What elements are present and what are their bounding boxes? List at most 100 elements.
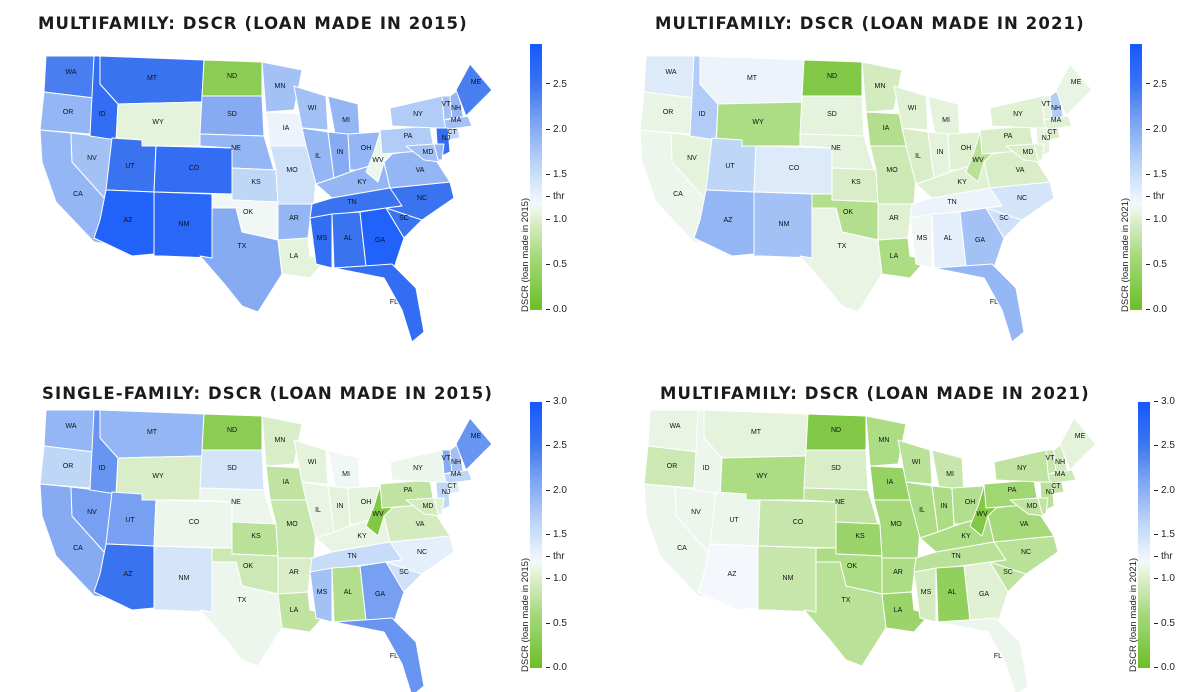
map-panel-2: MULTIFAMILY: DSCR (LOAN MADE IN 2021) WA…	[600, 0, 1200, 346]
state-label-pa: PA	[1004, 133, 1013, 140]
states-layer: WA OR CA NV ID MT WY UT CO AZ NM ND SD NE KS OK TX MN IA MO…	[643, 409, 1097, 692]
state-label-tx: TX	[238, 243, 247, 250]
state-label-ok: OK	[847, 563, 857, 570]
state-label-sc: SC	[999, 215, 1009, 222]
colorbar-tick: 1.5	[1146, 169, 1167, 180]
state-de	[1033, 143, 1045, 161]
colorbar-tick: 0.5	[1146, 259, 1167, 270]
map-panel-3: SINGLE-FAMILY: DSCR (LOAN MADE IN 2015) …	[0, 346, 600, 692]
state-label-al: AL	[344, 235, 353, 242]
state-label-ks: KS	[855, 533, 865, 540]
colorbar-tick: 1.5	[546, 169, 567, 180]
state-label-ar: AR	[889, 215, 899, 222]
state-label-ny: NY	[1013, 111, 1023, 118]
state-label-nd: ND	[831, 427, 841, 434]
state-tx	[799, 207, 883, 313]
state-label-id: ID	[99, 465, 106, 472]
state-label-nd: ND	[227, 73, 237, 80]
state-label-ks: KS	[251, 533, 261, 540]
state-label-ut: UT	[729, 517, 739, 524]
colorbar	[530, 44, 542, 310]
state-wi	[293, 85, 329, 131]
states-layer: WA OR CA NV ID MT WY UT CO AZ NM ND SD NE KS OK TX MN IA MO…	[639, 55, 1093, 343]
state-label-ca: CA	[73, 545, 83, 552]
state-wa	[43, 409, 95, 453]
colorbar-tick: thr	[1154, 551, 1173, 562]
state-label-az: AZ	[728, 571, 738, 578]
state-label-az: AZ	[124, 217, 134, 224]
colorbar-tick: 0.0	[546, 304, 567, 315]
state-label-al: AL	[344, 589, 353, 596]
state-label-ms: MS	[317, 589, 328, 596]
colorbar-tick: 1.0	[546, 573, 567, 584]
state-label-ok: OK	[243, 563, 253, 570]
state-label-co: CO	[189, 519, 200, 526]
state-nm	[757, 545, 817, 613]
state-label-in: IN	[937, 149, 944, 156]
state-label-ky: KY	[957, 179, 967, 186]
state-label-ga: GA	[979, 591, 989, 598]
colorbar-tick: 1.0	[1146, 214, 1167, 225]
state-label-pa: PA	[1008, 487, 1017, 494]
colorbar-tick: 0.0	[1154, 662, 1175, 673]
state-label-fl: FL	[990, 299, 998, 306]
state-label-or: OR	[63, 463, 74, 470]
state-de	[1037, 497, 1049, 515]
colorbar-tick: 0.5	[1154, 618, 1175, 629]
state-label-la: LA	[894, 607, 903, 614]
state-label-mt: MT	[147, 429, 158, 436]
state-label-la: LA	[890, 253, 899, 260]
state-label-wv: WV	[372, 157, 384, 164]
state-label-ms: MS	[921, 589, 932, 596]
state-nm	[153, 545, 213, 613]
colorbar-tick: 1.0	[1154, 573, 1175, 584]
state-label-al: AL	[944, 235, 953, 242]
state-label-nv: NV	[691, 509, 701, 516]
colorbar-tick: thr	[546, 191, 565, 202]
colorbar-tick: 2.5	[1154, 440, 1175, 451]
state-label-nv: NV	[87, 155, 97, 162]
state-ma	[1047, 469, 1077, 485]
state-label-ky: KY	[357, 179, 367, 186]
state-label-ar: AR	[289, 215, 299, 222]
state-label-al: AL	[948, 589, 957, 596]
state-label-id: ID	[699, 111, 706, 118]
state-label-ar: AR	[893, 569, 903, 576]
state-mn	[261, 415, 303, 467]
state-label-ia: IA	[883, 125, 890, 132]
state-label-ky: KY	[357, 533, 367, 540]
state-ga	[963, 561, 1009, 623]
state-label-sd: SD	[827, 111, 837, 118]
state-label-il: IL	[915, 153, 921, 160]
state-label-az: AZ	[724, 217, 734, 224]
state-label-ne: NE	[231, 145, 241, 152]
state-wa	[43, 55, 95, 99]
state-label-nj: NJ	[1042, 135, 1051, 142]
state-label-ma: MA	[1055, 471, 1066, 478]
state-label-ma: MA	[1051, 117, 1062, 124]
state-label-ct: CT	[1047, 129, 1057, 136]
state-label-wi: WI	[912, 459, 921, 466]
state-label-ne: NE	[835, 499, 845, 506]
state-label-mn: MN	[875, 83, 886, 90]
state-label-ca: CA	[73, 191, 83, 198]
state-label-ut: UT	[725, 163, 735, 170]
state-ar	[277, 557, 313, 595]
state-md	[1005, 143, 1041, 163]
state-me	[455, 63, 493, 117]
colorbar	[1138, 402, 1150, 668]
state-label-mt: MT	[747, 75, 758, 82]
state-label-wv: WV	[372, 511, 384, 518]
state-label-nv: NV	[687, 155, 697, 162]
state-ga	[359, 561, 405, 623]
state-label-ia: IA	[283, 479, 290, 486]
state-label-in: IN	[337, 503, 344, 510]
state-nm	[153, 191, 213, 259]
colorbar-tick: 0.5	[546, 618, 567, 629]
state-label-ny: NY	[1017, 465, 1027, 472]
state-label-mi: MI	[946, 471, 954, 478]
state-label-nc: NC	[1017, 195, 1027, 202]
state-label-ms: MS	[917, 235, 928, 242]
colorbar-tick: 1.5	[1154, 529, 1175, 540]
state-ar	[881, 557, 917, 595]
